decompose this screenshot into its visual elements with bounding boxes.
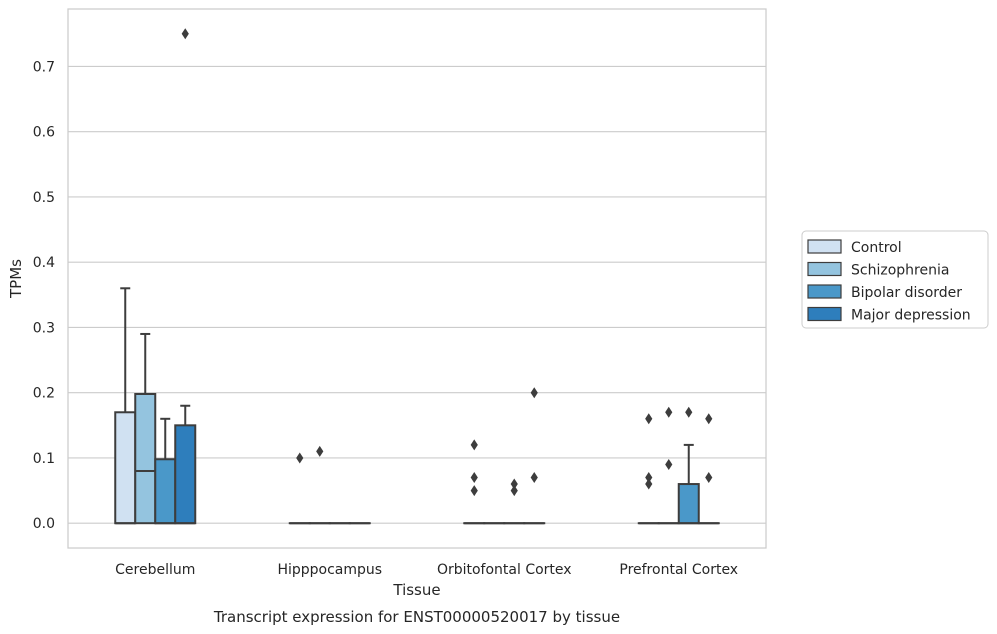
plot-area-frame: [67, 8, 767, 549]
y-tick-label: 0.6: [33, 125, 55, 141]
box-body: [154, 458, 177, 525]
legend-swatch: [807, 239, 842, 254]
outlier-point: [645, 413, 653, 425]
box-body: [114, 411, 137, 525]
box-bipolar-disorder: [677, 406, 700, 525]
outlier-point: [685, 406, 693, 418]
y-tick-label: 0.4: [33, 255, 55, 271]
legend-entry-label: Schizophrenia: [851, 263, 949, 279]
box-bipolar-disorder: [503, 478, 526, 525]
outlier-point: [181, 28, 189, 40]
box-series: [114, 28, 720, 525]
y-axis-label: TPMs: [7, 259, 25, 299]
box-schizophrenia: [134, 332, 157, 525]
chart-caption: Transcript expression for ENST0000052001…: [213, 608, 620, 626]
box-control: [463, 439, 486, 525]
outlier-point: [470, 439, 478, 451]
legend-entry-label: Major depression: [851, 308, 971, 324]
grid-lines: [68, 65, 766, 524]
y-axis-ticks: 0.0 0.1 0.2 0.3 0.4 0.5 0.6 0.7: [33, 59, 55, 532]
y-tick-label: 0.2: [33, 386, 55, 402]
y-tick-label: 0.3: [33, 320, 55, 336]
y-tick-label: 0.1: [33, 451, 55, 467]
x-tick-label: Hipppocampus: [277, 562, 382, 578]
legend-entry-label: Bipolar disorder: [851, 285, 962, 301]
legend-swatch: [807, 284, 842, 299]
legend-entry-label: Control: [851, 240, 902, 256]
outlier-point: [645, 478, 653, 490]
box-control: [637, 413, 660, 525]
outlier-point: [530, 472, 538, 484]
legend-swatch: [807, 306, 842, 322]
box-major-depression: [174, 28, 197, 525]
outlier-point: [470, 472, 478, 484]
box-body: [134, 393, 157, 525]
box-major-depression: [523, 387, 546, 525]
outlier-point: [316, 445, 324, 457]
x-axis-label: Tissue: [392, 581, 440, 599]
legend-frame: [801, 230, 989, 329]
box-body: [677, 483, 700, 525]
outlier-point: [510, 485, 518, 497]
outlier-point: [470, 485, 478, 497]
y-tick-label: 0.7: [33, 59, 55, 75]
y-tick-label: 0.5: [33, 190, 55, 206]
x-tick-label: Orbitofontal Cortex: [437, 562, 572, 578]
box-body: [174, 424, 197, 525]
x-tick-label: Cerebellum: [115, 562, 195, 578]
outlier-point: [665, 458, 673, 470]
outlier-point: [705, 413, 713, 425]
outlier-point: [510, 478, 518, 490]
box-control: [288, 452, 311, 525]
box-major-depression: [697, 413, 720, 525]
legend: Control Schizophrenia Bipolar disorder Majo…: [801, 230, 989, 329]
outlier-point: [530, 387, 538, 399]
y-tick-label: 0.0: [33, 516, 55, 532]
box-bipolar-disorder: [154, 417, 177, 525]
outlier-point: [645, 472, 653, 484]
outlier-point: [296, 452, 304, 464]
outlier-point: [705, 472, 713, 484]
x-tick-label: Prefrontal Cortex: [619, 562, 738, 578]
box-schizophrenia: [657, 406, 680, 525]
outlier-point: [665, 406, 673, 418]
legend-swatch: [807, 261, 842, 277]
box-control: [114, 287, 137, 525]
x-axis-ticks: Cerebellum Hipppocampus Orbitofontal Corte…: [115, 562, 738, 578]
